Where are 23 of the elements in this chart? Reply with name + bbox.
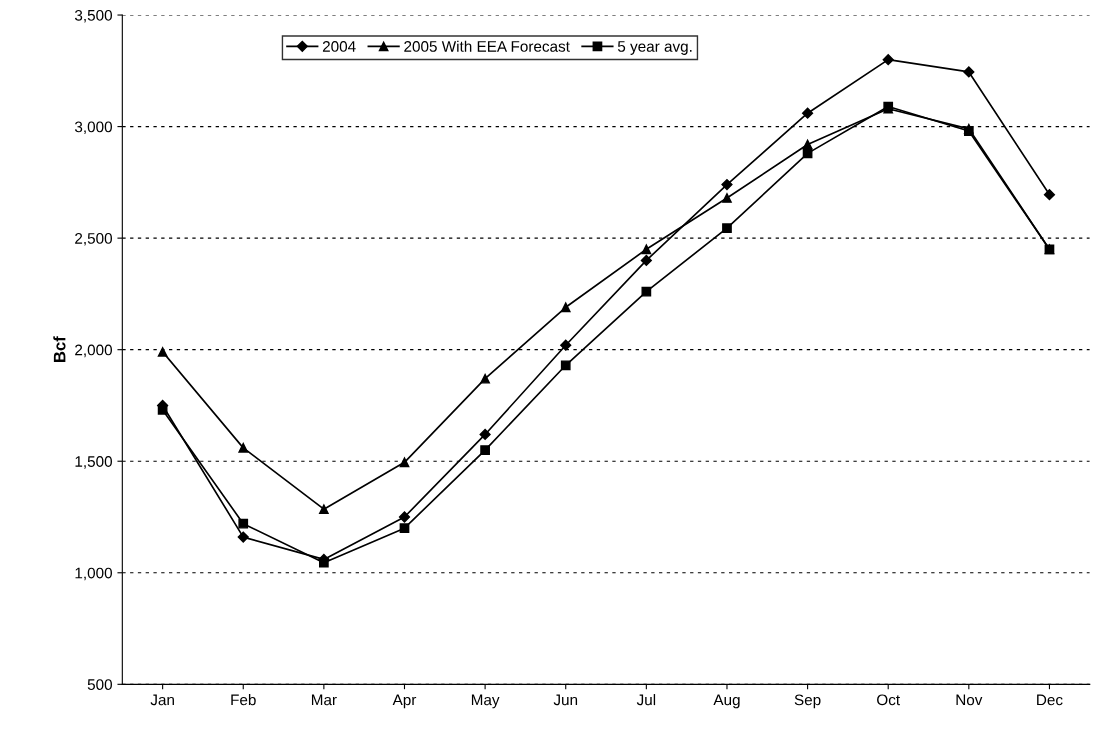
legend-label: 2005 With EEA Forecast xyxy=(404,40,570,52)
y-tick-label: 1,500 xyxy=(75,456,112,469)
x-tick-label: Jun xyxy=(553,694,578,706)
x-tick-label: Mar xyxy=(311,694,337,706)
legend-label: 5 year avg. xyxy=(617,41,692,55)
y-tick-label: 1,000 xyxy=(75,567,112,581)
y-tick-label: 3,500 xyxy=(74,9,112,23)
x-tick-label: Apr xyxy=(392,694,417,709)
x-tick-label: Aug xyxy=(713,694,740,709)
y-tick-label: 2,000 xyxy=(75,344,112,358)
x-tick-label: May xyxy=(471,694,500,709)
y-tick-label: 3,000 xyxy=(74,121,112,135)
x-tick-label: Jan xyxy=(150,694,174,706)
x-tick-label: Dec xyxy=(1037,694,1063,706)
x-tick-label: Oct xyxy=(877,694,900,706)
x-tick-label: Nov xyxy=(956,694,983,706)
x-tick-label: Jul xyxy=(636,694,656,706)
legend-label: 2004 xyxy=(322,41,356,52)
y-axis-title: Bcf xyxy=(53,336,66,362)
y-tick-label: 2,500 xyxy=(75,233,112,246)
x-tick-label: Feb xyxy=(231,694,256,706)
y-tick-label: 500 xyxy=(87,679,112,691)
x-tick-label: Sep xyxy=(794,694,821,709)
